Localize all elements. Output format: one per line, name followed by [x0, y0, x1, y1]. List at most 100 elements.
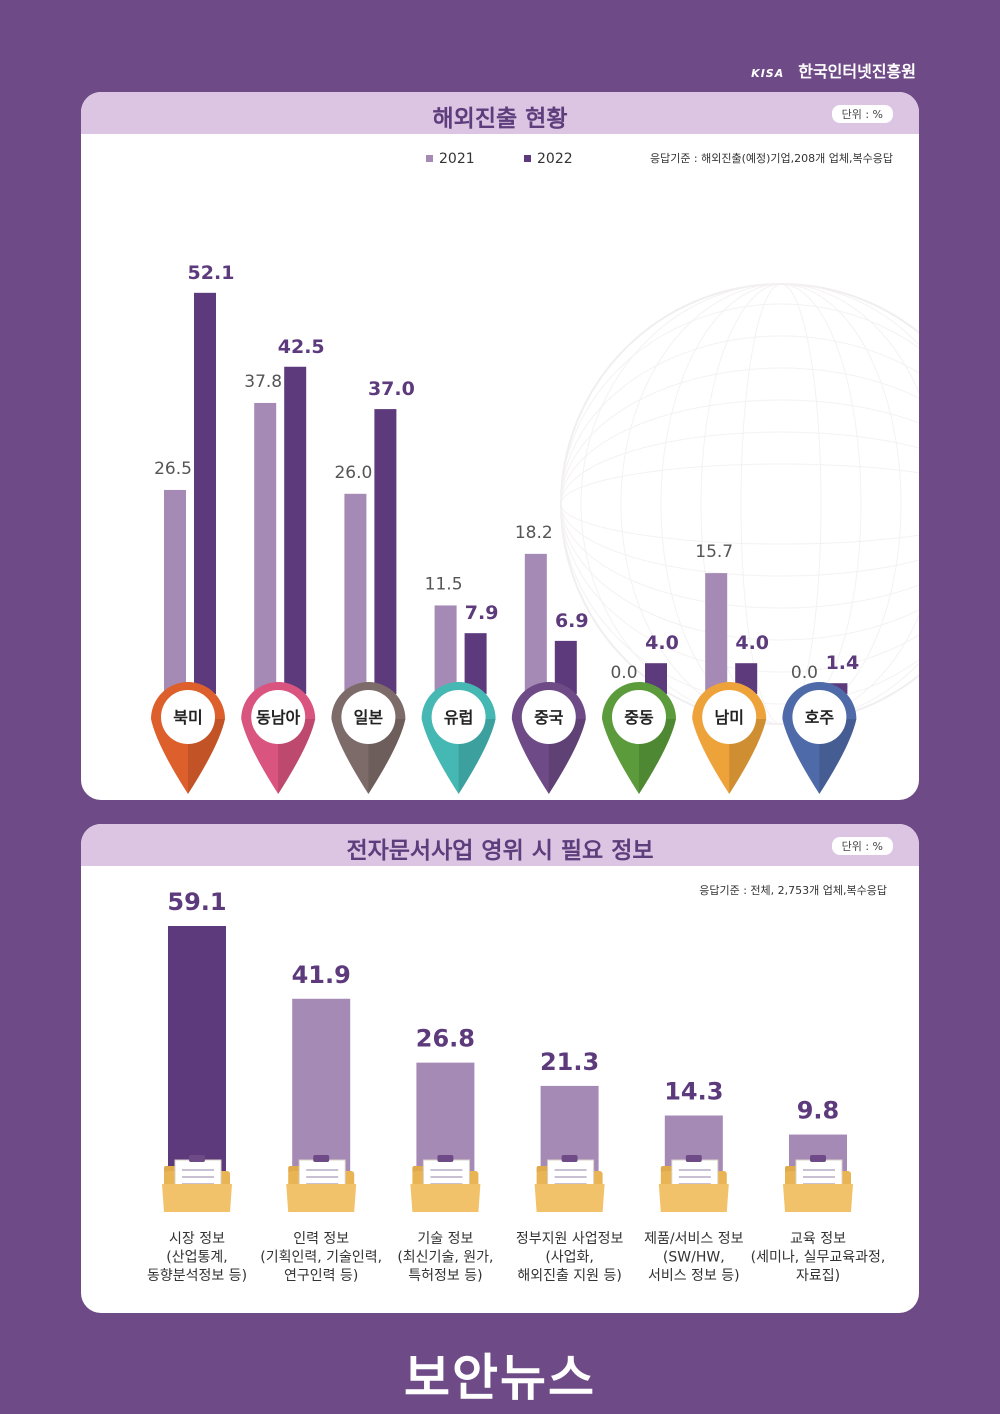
info-category-label: 연구인력 등)	[284, 1268, 358, 1284]
globe-latitude	[560, 303, 919, 705]
info-category-label: 동향분석정보 등)	[147, 1268, 247, 1284]
folder-icon	[783, 1155, 853, 1212]
info-value-label: 59.1	[167, 888, 226, 916]
value-label-2022: 6.9	[555, 610, 589, 632]
folder-paper-line	[554, 1176, 587, 1178]
value-label-2021: 26.0	[334, 463, 372, 483]
value-label-2022: 37.0	[368, 378, 415, 400]
info-value-label: 9.8	[797, 1097, 840, 1125]
location-pin-icon	[782, 682, 857, 794]
info-category-label: 인력 정보	[293, 1231, 349, 1247]
info-category-label: 기술 정보	[417, 1231, 473, 1247]
location-pin-icon	[602, 682, 676, 794]
bar-2022	[374, 409, 397, 694]
info-bar	[292, 998, 351, 1176]
location-pin-icon	[331, 682, 406, 794]
info-category-label: 자료집)	[796, 1268, 840, 1284]
location-pin-icon	[241, 682, 316, 794]
bar-2022	[464, 633, 487, 694]
info-category-label: (최신기술, 원가,	[397, 1250, 493, 1266]
info-note: 응답기준 : 전체, 2,753개 업체,복수응답	[699, 884, 887, 897]
location-pin-icon	[511, 682, 586, 794]
info-chart-title: 전자문서사업 영위 시 필요 정보	[346, 838, 654, 864]
value-label-2022: 52.1	[188, 262, 235, 284]
pin-inner-circle	[251, 690, 306, 744]
globe-longitude	[700, 283, 862, 725]
info-category-label: (사업화,	[545, 1250, 594, 1266]
folder-front	[286, 1184, 357, 1212]
folder-paper-line	[306, 1176, 339, 1178]
info-unit-badge: 단위 : %	[831, 837, 893, 855]
region-label: 중국	[534, 708, 564, 727]
globe-longitude	[620, 283, 919, 725]
footer-logo-a: 보	[404, 1349, 452, 1407]
pin-inner-circle	[341, 690, 396, 744]
region-label: 유럽	[444, 708, 473, 727]
bar-2022	[284, 366, 307, 694]
pin-inner-circle	[702, 690, 757, 744]
info-chart: 응답기준 : 전체, 2,753개 업체,복수응답 59.1 시장 정보 (산업통계,…	[147, 884, 887, 1284]
region-label: 일본	[354, 708, 384, 727]
folder-icon	[162, 1155, 232, 1212]
org-name: 한국인터넷진흥원	[798, 62, 916, 81]
bar-2021	[705, 573, 728, 694]
folder-front	[162, 1184, 232, 1212]
region-label: 북미	[173, 708, 202, 727]
info-category-label: (세미나, 실무교육과정,	[751, 1250, 886, 1266]
footer-logo: 보안뉴스	[0, 1338, 1000, 1410]
folder-paper-line	[678, 1176, 711, 1178]
info-category-label: 특허정보 등)	[408, 1268, 482, 1284]
region-label: 호주	[805, 708, 835, 727]
value-label-2021: 0.0	[610, 663, 637, 683]
value-label-2021: 37.8	[244, 372, 282, 392]
overseas-chart-header: 해외진출 현황 단위 : %	[81, 92, 919, 134]
overseas-chart-panel: 해외진출 현황 단위 : % 2021 2022 응답기준 : 해외진출(예정)기업…	[81, 92, 919, 800]
globe-latitude	[560, 367, 919, 641]
info-category-label: 제품/서비스 정보	[644, 1231, 743, 1247]
info-value-label: 21.3	[540, 1048, 599, 1076]
folder-paper-line	[430, 1169, 463, 1171]
bar-2021	[254, 402, 277, 694]
value-label-2021: 11.5	[425, 574, 463, 594]
value-label-2022: 42.5	[278, 336, 325, 358]
folder-paper-line	[678, 1169, 711, 1171]
info-category-label: 서비스 정보 등)	[648, 1268, 740, 1284]
bar-2021	[524, 553, 547, 694]
globe-decoration	[560, 283, 919, 725]
kisa-logo: KISA	[751, 67, 785, 80]
folder-paper-line	[803, 1169, 835, 1171]
region-label: 동남아	[256, 708, 300, 727]
info-bar	[168, 926, 226, 1176]
bar-2022	[194, 292, 216, 694]
pin-inner-circle	[792, 690, 847, 744]
value-label-2022: 7.9	[465, 602, 499, 624]
folder-paper-line	[554, 1169, 587, 1171]
overseas-chart: 2021 2022 응답기준 : 해외진출(예정)기업,208개 업체,복수응답 26…	[151, 151, 919, 794]
folder-clip	[313, 1155, 330, 1162]
folder-front	[658, 1184, 729, 1212]
info-category-label: 교육 정보	[790, 1231, 846, 1247]
globe-latitude	[560, 463, 919, 545]
folder-clip	[685, 1155, 702, 1162]
bar-2021	[434, 605, 457, 694]
pin-inner-circle	[612, 690, 666, 744]
info-value-label: 26.8	[416, 1025, 475, 1053]
folder-paper-line	[803, 1176, 835, 1178]
overseas-unit-badge: 단위 : %	[831, 105, 893, 123]
legend-label-2022: 2022	[537, 151, 573, 167]
location-pin-icon	[692, 682, 767, 794]
folder-paper-line	[182, 1169, 214, 1171]
region-label: 남미	[714, 708, 743, 727]
globe-outline	[560, 283, 919, 725]
info-category-label: 시장 정보	[169, 1231, 225, 1247]
bar-2021	[164, 489, 186, 694]
info-category-label: (산업통계,	[166, 1250, 227, 1266]
globe-latitude	[560, 399, 919, 609]
bar-2021	[344, 493, 367, 694]
folder-icon	[286, 1155, 357, 1212]
folder-front	[783, 1184, 853, 1212]
folder-paper-line	[430, 1176, 463, 1178]
globe-longitude	[740, 283, 822, 725]
brand: KISA 한국인터넷진흥원	[751, 58, 916, 82]
folder-icon	[658, 1155, 729, 1212]
